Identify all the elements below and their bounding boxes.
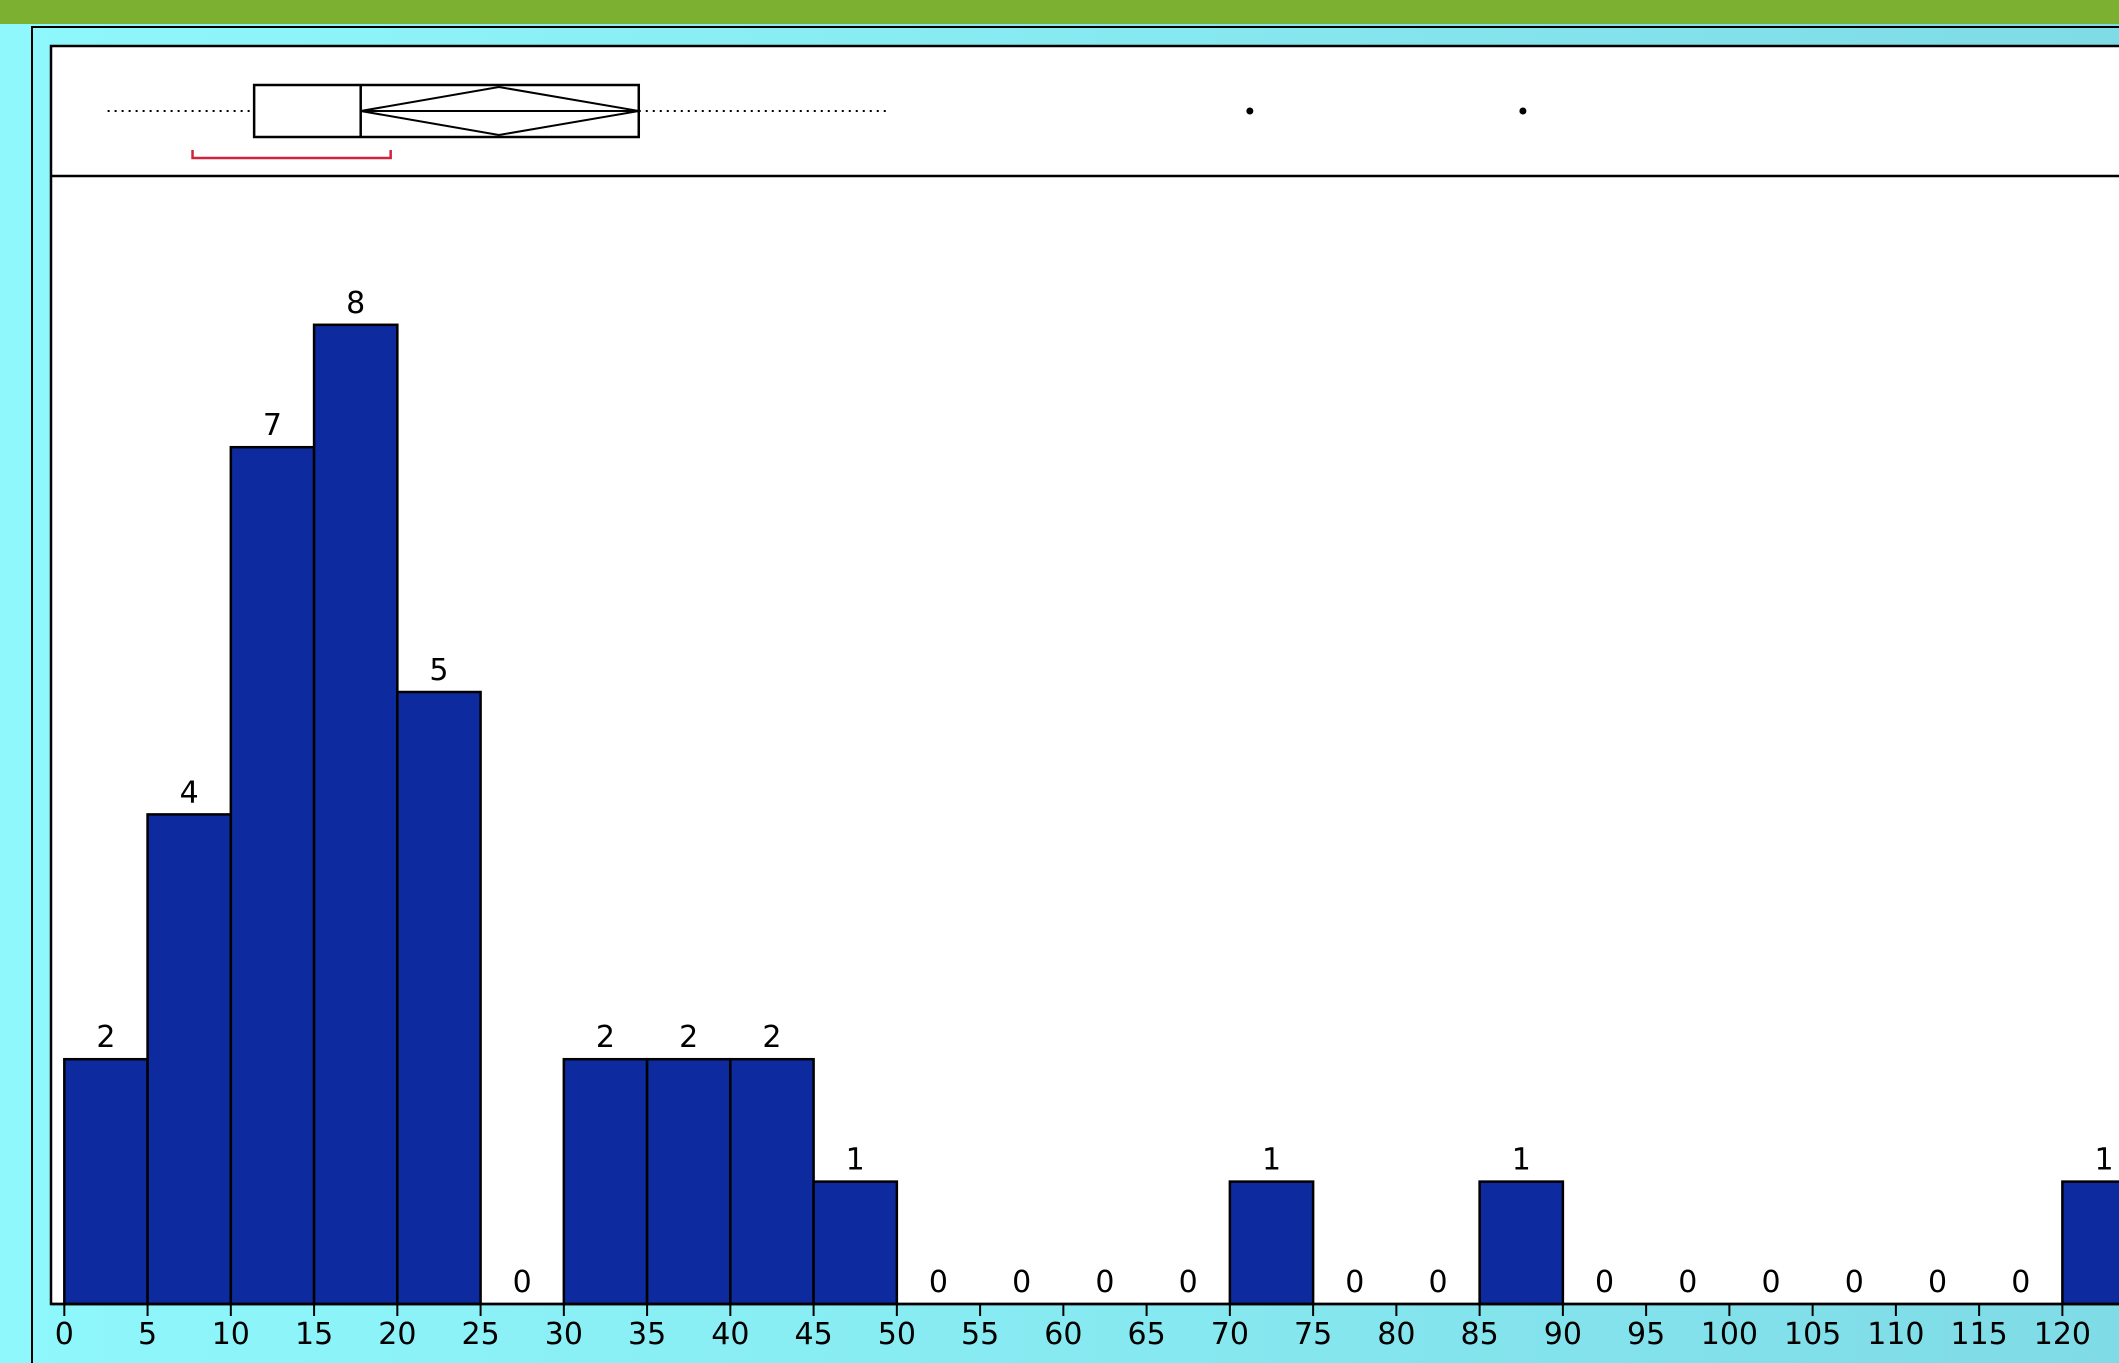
bar [2061,1180,2119,1306]
x-tick-label: 95 [1627,1317,1665,1352]
data-label: 0 [929,1265,948,1300]
bar [1478,1180,1565,1306]
bar [645,1057,732,1306]
x-tick-label: 40 [711,1317,749,1352]
data-label: 2 [96,1020,115,1055]
x-tick-label: 5 [138,1317,157,1352]
outlier [1246,107,1254,115]
x-tick-label: 55 [961,1317,999,1352]
data-label: 5 [429,653,448,688]
data-label: 0 [1678,1265,1697,1300]
data-label: 0 [1345,1265,1364,1300]
bar [396,690,482,1306]
bar [229,445,316,1306]
bar [63,1057,149,1306]
x-tick-label: 80 [1377,1317,1415,1352]
x-tick-label: 15 [295,1317,333,1352]
data-label: 0 [513,1265,532,1300]
data-label: 1 [1512,1143,1531,1178]
data-label: 0 [1428,1265,1447,1300]
bar [312,323,399,1306]
x-tick-label: 100 [1701,1317,1758,1352]
x-tick-label: 45 [795,1317,833,1352]
title-bar [0,0,2119,24]
bar [562,1057,649,1306]
x-tick-label: 30 [545,1317,583,1352]
x-tick-label: 105 [1784,1317,1841,1352]
x-tick-label: 125 [2117,1317,2119,1352]
outlier [1519,107,1527,115]
bar [729,1057,815,1306]
mean-diamond [360,85,639,137]
x-tick-label: 35 [628,1317,666,1352]
data-label: 0 [1845,1265,1864,1300]
bar [812,1180,899,1306]
data-label: 4 [180,775,199,810]
x-tick-label: 0 [55,1317,74,1352]
data-label: 2 [679,1020,698,1055]
data-label: 0 [1012,1265,1031,1300]
data-label: 1 [2094,1143,2113,1178]
x-tick-label: 90 [1544,1317,1582,1352]
data-label: 0 [1928,1265,1947,1300]
bar [146,813,233,1306]
data-label: 8 [346,286,365,321]
data-label: 0 [1595,1265,1614,1300]
x-tick-label: 60 [1044,1317,1082,1352]
x-tick-label: 10 [212,1317,250,1352]
x-tick-label: 115 [1951,1317,2008,1352]
data-label: 1 [846,1143,865,1178]
x-tick-label: 85 [1461,1317,1499,1352]
x-tick-label: 25 [461,1317,499,1352]
x-tick-label: 110 [1867,1317,1924,1352]
data-label: 7 [263,408,282,443]
data-label: 0 [2011,1265,2030,1300]
x-tick-label: 75 [1294,1317,1332,1352]
outer-frame [31,26,2119,1363]
data-label: 0 [1095,1265,1114,1300]
x-tick-label: 70 [1211,1317,1249,1352]
shortest-half [191,150,392,160]
data-label: 1 [1262,1143,1281,1178]
data-label: 0 [1761,1265,1780,1300]
data-label: 2 [596,1020,615,1055]
x-tick-label: 50 [878,1317,916,1352]
data-label: 2 [762,1020,781,1055]
x-tick-label: 120 [2034,1317,2091,1352]
data-label: 0 [1179,1265,1198,1300]
bar [1228,1180,1315,1306]
x-tick-label: 65 [1128,1317,1166,1352]
x-tick-label: 20 [378,1317,416,1352]
